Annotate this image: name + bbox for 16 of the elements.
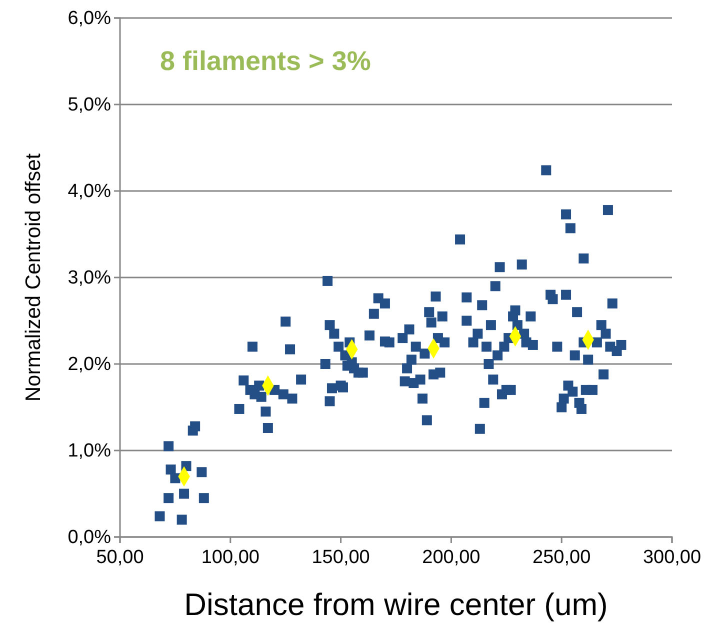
x-axis-title: Distance from wire center (um) (184, 587, 608, 622)
x-tick-label: 100,00 (201, 547, 260, 568)
y-tick-label: 4,0% (68, 181, 112, 202)
y-tick-label: 5,0% (68, 94, 112, 116)
y-tick-label: 6,0% (68, 8, 112, 30)
x-tick-label: 250,00 (532, 547, 591, 568)
y-tick-label: 2,0% (68, 354, 112, 376)
x-tick-label: 300,00 (642, 547, 702, 568)
x-tick-label: 200,00 (422, 547, 480, 568)
y-tick-label: 0,0% (68, 527, 112, 548)
x-tick-label: 150,00 (312, 547, 370, 568)
annotation: 8 filaments > 3% (160, 46, 371, 76)
y-tick-label: 1,0% (68, 440, 112, 462)
x-tick-label: 50,00 (96, 547, 144, 568)
y-axis-title: Normalized Centroid offset (22, 153, 45, 402)
y-tick-label: 3,0% (68, 268, 112, 289)
